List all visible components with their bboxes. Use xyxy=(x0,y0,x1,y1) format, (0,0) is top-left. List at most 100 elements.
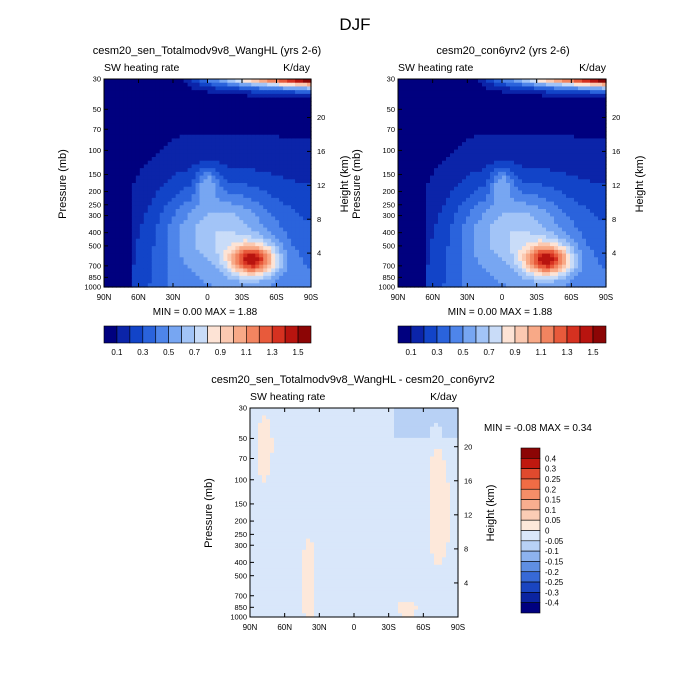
heatmap-cell xyxy=(139,160,145,166)
heatmap-cell xyxy=(267,272,272,277)
heatmap-cell xyxy=(442,123,447,128)
heatmap-cell xyxy=(251,134,256,140)
heatmap-cell xyxy=(482,186,487,192)
heatmap-cell xyxy=(207,142,213,147)
heatmap-cell xyxy=(115,264,121,270)
heatmap-cell xyxy=(398,223,403,229)
heatmap-cell xyxy=(530,101,535,106)
heatmap-cell xyxy=(414,227,419,232)
heatmap-cell xyxy=(410,223,415,229)
heatmap-cell xyxy=(259,86,264,91)
heatmap-cell xyxy=(251,223,256,229)
heatmap-cell xyxy=(183,171,189,177)
heatmap-cell xyxy=(259,220,264,225)
heatmap-cell xyxy=(123,79,129,84)
heatmap-cell xyxy=(163,86,169,91)
heatmap-cell xyxy=(534,253,539,258)
heatmap-cell xyxy=(402,157,407,162)
heatmap-cell xyxy=(199,183,205,188)
heatmap-cell xyxy=(430,209,435,214)
heatmap-cell xyxy=(239,82,244,88)
heatmap-cell xyxy=(215,149,221,154)
heatmap-cell xyxy=(450,235,455,240)
heatmap-cell xyxy=(199,264,205,270)
heatmap-cell xyxy=(127,101,133,106)
heatmap-cell xyxy=(418,235,423,240)
heatmap-cell xyxy=(123,212,129,218)
heatmap-cell xyxy=(450,82,455,88)
heatmap-cell xyxy=(167,123,173,128)
heatmap-cell xyxy=(187,105,193,110)
heatmap-cell xyxy=(175,108,181,114)
heatmap-cell xyxy=(490,246,495,251)
heatmap-cell xyxy=(263,134,268,140)
heatmap-cell xyxy=(474,86,479,91)
heatmap-cell xyxy=(123,197,129,203)
heatmap-cell xyxy=(111,201,117,206)
heatmap-cell xyxy=(223,227,228,232)
heatmap-cell xyxy=(231,134,236,140)
heatmap-cell xyxy=(474,160,479,166)
heatmap-cell xyxy=(410,261,415,266)
heatmap-cell xyxy=(486,108,491,114)
heatmap-cell xyxy=(510,283,515,288)
heatmap-cell xyxy=(406,179,411,184)
heatmap-cell xyxy=(538,142,543,147)
heatmap-cell xyxy=(211,168,217,173)
heatmap-cell xyxy=(115,186,121,192)
heatmap-cell xyxy=(526,205,531,210)
heatmap-cell xyxy=(526,145,531,151)
heatmap-cell xyxy=(191,138,197,143)
heatmap-cell xyxy=(430,93,435,99)
heatmap-cell xyxy=(510,160,515,166)
heatmap-cell xyxy=(490,227,495,232)
panel-2-right-label: K/day xyxy=(579,62,607,74)
heatmap-cell xyxy=(283,171,288,177)
heatmap-cell xyxy=(235,127,240,132)
heatmap-cell xyxy=(287,179,292,184)
heatmap-cell xyxy=(231,171,236,177)
heatmap-cell xyxy=(510,272,515,277)
heatmap-cell xyxy=(127,97,133,102)
heatmap-cell xyxy=(442,205,447,210)
heatmap-cell xyxy=(490,164,495,169)
heatmap-cell xyxy=(422,238,427,244)
heatmap-cell xyxy=(159,227,165,232)
heatmap-cell xyxy=(107,197,113,203)
heatmap-cell xyxy=(434,212,439,218)
heatmap-cell xyxy=(167,275,173,281)
heatmap-cell xyxy=(303,264,308,270)
heatmap-cell xyxy=(470,238,475,244)
heatmap-cell xyxy=(450,283,455,288)
heatmap-cell xyxy=(119,212,125,218)
heatmap-cell xyxy=(123,160,129,166)
heatmap-cell xyxy=(450,279,455,284)
heatmap-cell xyxy=(299,283,304,288)
heatmap-cell xyxy=(295,283,300,288)
heatmap-cell xyxy=(470,164,475,169)
heatmap-cell xyxy=(111,131,117,136)
heatmap-cell xyxy=(119,275,125,281)
heatmap-cell xyxy=(466,272,471,277)
heatmap-cell xyxy=(167,142,173,147)
heatmap-cell xyxy=(283,145,288,151)
heatmap-cell xyxy=(490,168,495,173)
heatmap-cell xyxy=(398,201,403,206)
heatmap-cell xyxy=(518,119,523,125)
heatmap-cell xyxy=(307,246,312,251)
heatmap-cell xyxy=(223,261,228,266)
heatmap-cell xyxy=(115,149,121,154)
heatmap-cell xyxy=(418,105,423,110)
heatmap-cell xyxy=(414,272,419,277)
heatmap-cell xyxy=(498,242,503,247)
heatmap-cell xyxy=(179,190,185,195)
colorbar-box xyxy=(271,325,286,344)
heatmap-cell xyxy=(434,90,439,95)
heatmap-cell xyxy=(163,223,169,229)
heatmap-cell xyxy=(418,238,423,244)
heatmap-cell xyxy=(139,119,145,125)
heatmap-cell xyxy=(251,157,256,162)
heatmap-cell xyxy=(462,116,467,121)
heatmap-cell xyxy=(163,194,169,199)
heatmap-cell xyxy=(422,212,427,218)
